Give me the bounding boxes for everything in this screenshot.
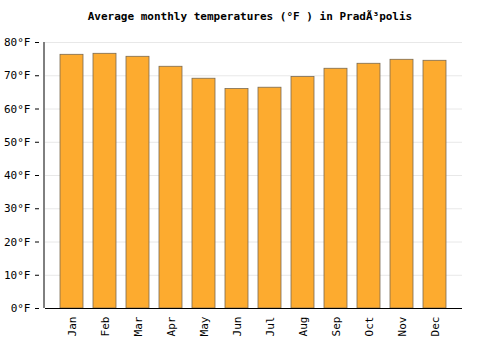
svg-text:Sep: Sep: [330, 317, 343, 337]
svg-text:60°F: 60°F: [4, 103, 31, 116]
svg-text:Feb: Feb: [99, 317, 112, 337]
svg-text:20°F: 20°F: [4, 236, 31, 249]
svg-text:0°F: 0°F: [11, 302, 31, 315]
svg-text:80°F: 80°F: [4, 36, 31, 49]
svg-text:Jun: Jun: [231, 317, 244, 337]
svg-text:Mar: Mar: [132, 316, 145, 336]
svg-text:Jan: Jan: [66, 317, 79, 337]
svg-text:Oct: Oct: [363, 317, 376, 337]
svg-text:10°F: 10°F: [4, 269, 31, 282]
svg-text:Apr: Apr: [165, 316, 178, 336]
svg-text:30°F: 30°F: [4, 202, 31, 215]
svg-text:70°F: 70°F: [4, 69, 31, 82]
svg-text:40°F: 40°F: [4, 169, 31, 182]
html-text:Average monthly temperatures (: Average monthly temperatures (°F ) in Pr…: [87, 10, 413, 23]
svg-text:Aug: Aug: [297, 317, 310, 337]
svg-text:Jul: Jul: [264, 317, 277, 337]
svg-text:50°F: 50°F: [4, 136, 31, 149]
svg-text:Dec: Dec: [429, 317, 442, 337]
svg-text:Nov: Nov: [396, 316, 409, 336]
svg-text:May: May: [198, 316, 211, 336]
